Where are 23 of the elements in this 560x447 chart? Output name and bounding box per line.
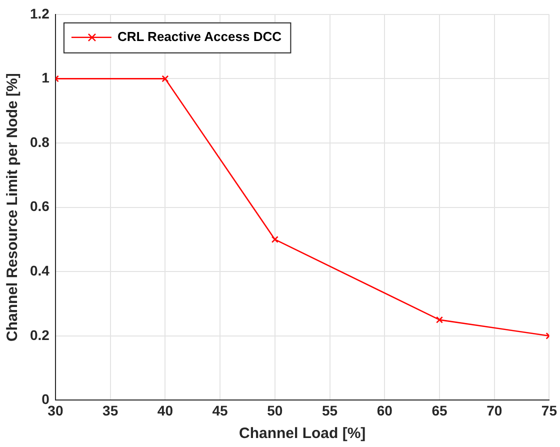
- y-tick-label: 0.4: [30, 262, 50, 278]
- point: [271, 236, 278, 243]
- x-axis-title: Channel Load [%]: [239, 425, 366, 442]
- point: [436, 316, 443, 324]
- y-tick-label: 0.8: [30, 134, 50, 150]
- y-tick-label: 1: [42, 70, 50, 86]
- x-tick-label: 40: [157, 402, 174, 418]
- x-tick-label: 50: [267, 402, 283, 418]
- y-tick-label: 0: [42, 391, 50, 408]
- legend-label: CRL Reactive Access DCC: [117, 28, 282, 44]
- x-tick-label: 45: [212, 402, 228, 418]
- y-axis-title: Channel Resource Limit per Node [%]: [4, 73, 22, 342]
- x-tick-label: 55: [322, 402, 338, 418]
- y-tick-label: 1.2: [30, 5, 50, 22]
- x-tick-label: 35: [102, 402, 118, 418]
- y-tick-label: 0.2: [30, 326, 50, 343]
- x-tick-label: 65: [432, 402, 448, 418]
- x-tick-label: 75: [541, 402, 558, 418]
- x-tick-label: 30: [48, 402, 64, 418]
- x-tick-label: 70: [486, 402, 502, 418]
- y-tick-label: 0.6: [30, 198, 50, 214]
- x-tick-label: 60: [376, 402, 393, 418]
- point: [162, 75, 169, 82]
